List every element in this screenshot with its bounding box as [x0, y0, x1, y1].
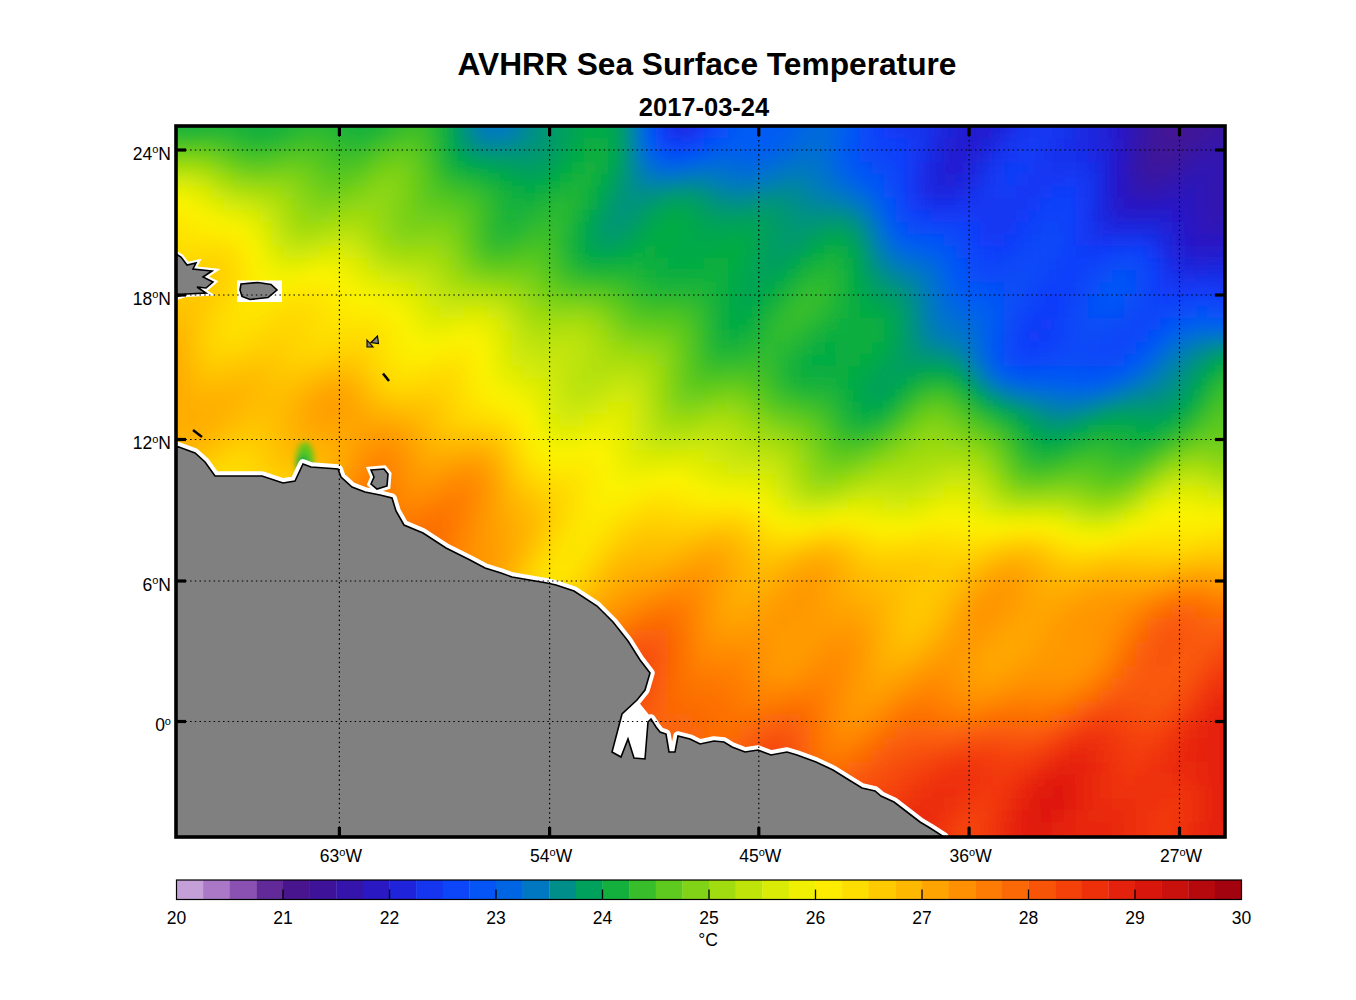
svg-text:29: 29 [1125, 908, 1144, 928]
svg-text:25: 25 [699, 908, 718, 928]
svg-text:2017-03-24: 2017-03-24 [639, 93, 770, 121]
svg-text:24oN: 24oN [133, 143, 171, 163]
svg-text:22: 22 [380, 908, 399, 928]
svg-text:26: 26 [806, 908, 825, 928]
svg-text:AVHRR Sea Surface Temperature: AVHRR Sea Surface Temperature [458, 46, 957, 82]
svg-text:24: 24 [593, 908, 613, 928]
svg-text:20: 20 [167, 908, 187, 928]
svg-text:30: 30 [1232, 908, 1252, 928]
svg-text:°C: °C [698, 930, 718, 950]
svg-text:28: 28 [1019, 908, 1038, 928]
svg-text:12oN: 12oN [133, 433, 171, 453]
svg-text:23: 23 [486, 908, 505, 928]
svg-text:27: 27 [912, 908, 931, 928]
svg-text:18oN: 18oN [133, 288, 171, 308]
svg-text:21: 21 [273, 908, 292, 928]
